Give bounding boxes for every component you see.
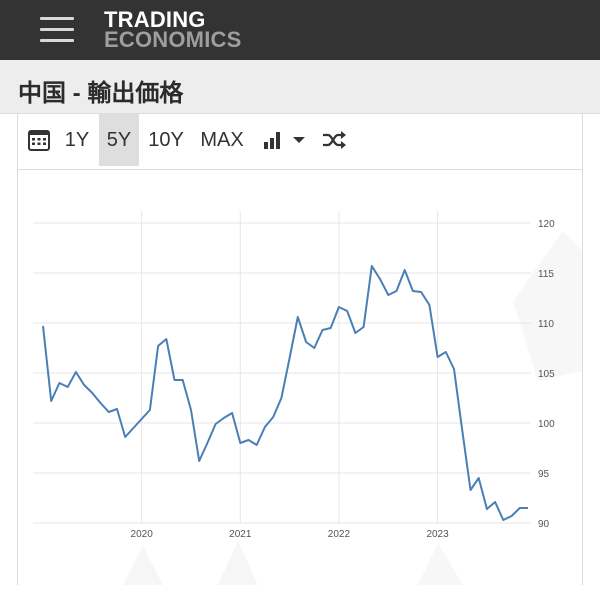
logo-line1: TRADING	[104, 7, 206, 32]
y-tick-label: 115	[538, 269, 554, 280]
y-tick-label: 100	[538, 419, 555, 430]
range-5y-button[interactable]: 5Y	[99, 114, 139, 166]
bar-chart-icon[interactable]	[261, 114, 285, 166]
y-tick-label: 90	[538, 519, 550, 530]
chart-toolbar: 1Y 5Y 10Y MAX	[17, 114, 583, 170]
range-max-button[interactable]: MAX	[200, 129, 244, 151]
trading-economics-logo[interactable]: TRADING ECONOMICS	[104, 9, 241, 51]
x-tick-label: 2020	[131, 529, 154, 540]
x-tick-label: 2022	[328, 529, 351, 540]
y-tick-label: 95	[538, 469, 550, 480]
calendar-icon[interactable]	[26, 114, 52, 166]
range-10y-button[interactable]: 10Y	[148, 129, 184, 151]
x-tick-label: 2023	[426, 529, 449, 540]
series-line	[42, 265, 528, 521]
top-bar: TRADING ECONOMICS	[0, 0, 600, 60]
line-chart: 90 95 100 105 110 115 120 2020 2021 2022 2023	[33, 211, 582, 585]
hamburger-menu-icon[interactable]	[40, 15, 74, 43]
page-title: 中国 - 輸出価格	[18, 80, 184, 107]
watermark-shapes	[123, 231, 582, 585]
range-1y-button[interactable]: 1Y	[64, 129, 90, 151]
shuffle-icon[interactable]	[320, 114, 348, 166]
caret-down-icon[interactable]	[290, 114, 308, 166]
y-tick-label: 105	[538, 369, 555, 380]
logo-line2: ECONOMICS	[104, 27, 242, 52]
y-tick-label: 110	[538, 319, 554, 330]
title-bar: 中国 - 輸出価格	[0, 60, 600, 114]
y-tick-label: 120	[538, 219, 555, 230]
chart-area: 90 95 100 105 110 115 120 2020 2021 2022 2023	[18, 171, 582, 585]
x-tick-label: 2021	[229, 529, 252, 540]
